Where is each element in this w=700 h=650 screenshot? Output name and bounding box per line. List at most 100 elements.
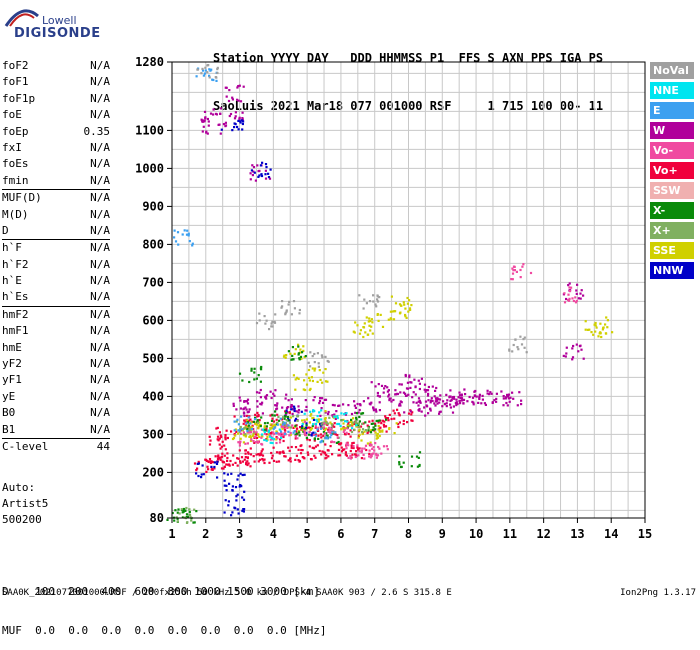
echo-point [407, 412, 411, 415]
echo-point [368, 452, 371, 455]
echo-point [324, 380, 328, 383]
param-name: foEs [2, 157, 29, 171]
echo-point [460, 399, 463, 402]
echo-point [308, 379, 311, 382]
echo-point [418, 399, 421, 402]
echo-point [321, 426, 324, 429]
echo-point [206, 117, 209, 121]
echo-point [390, 295, 393, 298]
echo-point [246, 442, 249, 445]
echo-point [231, 437, 235, 441]
echo-point [256, 421, 260, 424]
echo-point [305, 405, 308, 408]
echo-point [303, 427, 306, 431]
echo-point [236, 418, 239, 421]
echo-point [238, 396, 241, 399]
echo-point [269, 434, 272, 437]
echo-point [287, 417, 290, 420]
echo-point [239, 472, 242, 475]
echo-point [385, 418, 388, 421]
echo-point [343, 448, 346, 451]
echo-point [254, 423, 257, 426]
echo-point [313, 439, 316, 442]
echo-point [431, 385, 434, 388]
echo-point [378, 409, 381, 412]
echo-point [225, 95, 228, 98]
echo-point [594, 330, 597, 333]
echo-point [285, 393, 288, 396]
echo-point [244, 433, 247, 436]
echo-point [525, 351, 528, 354]
echo-point [211, 467, 214, 470]
echo-point [189, 514, 192, 517]
echo-point [344, 413, 347, 416]
echo-point [216, 66, 219, 69]
echo-point [363, 457, 366, 460]
echo-point [256, 440, 259, 443]
echo-point [294, 417, 298, 420]
echo-point [398, 402, 401, 405]
echo-point [192, 521, 195, 524]
echo-point [262, 459, 265, 462]
echo-point [309, 351, 312, 354]
echo-point [351, 442, 354, 445]
echo-point [466, 400, 469, 403]
echo-point [263, 438, 266, 442]
echo-point [310, 427, 314, 430]
echo-point [224, 121, 227, 124]
echo-point [292, 374, 295, 377]
echo-point [529, 271, 533, 275]
echo-point [185, 506, 188, 510]
echo-point [360, 430, 364, 434]
echo-point [257, 433, 260, 436]
echo-point [250, 438, 253, 441]
echo-point [271, 454, 274, 457]
echo-point [288, 411, 291, 414]
echo-point [323, 451, 327, 454]
echo-point [324, 437, 327, 440]
echo-point [280, 306, 283, 309]
echo-point [316, 428, 319, 431]
echo-point [405, 387, 409, 390]
echo-point [290, 313, 293, 316]
echo-point [301, 456, 304, 459]
echo-point [298, 431, 301, 434]
echo-point [311, 446, 314, 449]
param-value: N/A [90, 140, 110, 154]
echo-point [282, 450, 285, 453]
echo-point [221, 440, 224, 443]
echo-point [308, 439, 311, 442]
echo-point [304, 399, 307, 402]
echo-point [364, 421, 367, 424]
echo-point [333, 432, 336, 435]
echo-point [232, 454, 235, 457]
echo-point [195, 510, 198, 513]
param-name: foF2 [2, 59, 29, 72]
param-row: yF2 N/A [2, 356, 110, 372]
echo-point [294, 388, 297, 391]
echo-point [253, 378, 256, 381]
echo-point [278, 433, 281, 436]
echo-point [399, 404, 402, 407]
echo-point [305, 418, 308, 421]
echo-point [380, 422, 383, 425]
echo-point [378, 296, 381, 299]
echo-point [242, 441, 245, 444]
echo-point [371, 428, 374, 432]
echo-point [356, 444, 359, 447]
echo-point [329, 421, 332, 424]
echo-point [284, 410, 287, 413]
echo-point [404, 307, 407, 310]
y-tick-label: 1000 [135, 161, 164, 175]
echo-point [372, 422, 375, 425]
echo-point [214, 455, 217, 458]
echo-point [202, 74, 205, 77]
param-separator [2, 239, 110, 241]
echo-point [592, 333, 595, 336]
echo-point [273, 414, 276, 417]
echo-point [251, 174, 254, 177]
param-row: foEs N/A [2, 156, 110, 172]
echo-point [216, 68, 219, 71]
echo-point [321, 421, 324, 424]
echo-point [197, 474, 200, 478]
